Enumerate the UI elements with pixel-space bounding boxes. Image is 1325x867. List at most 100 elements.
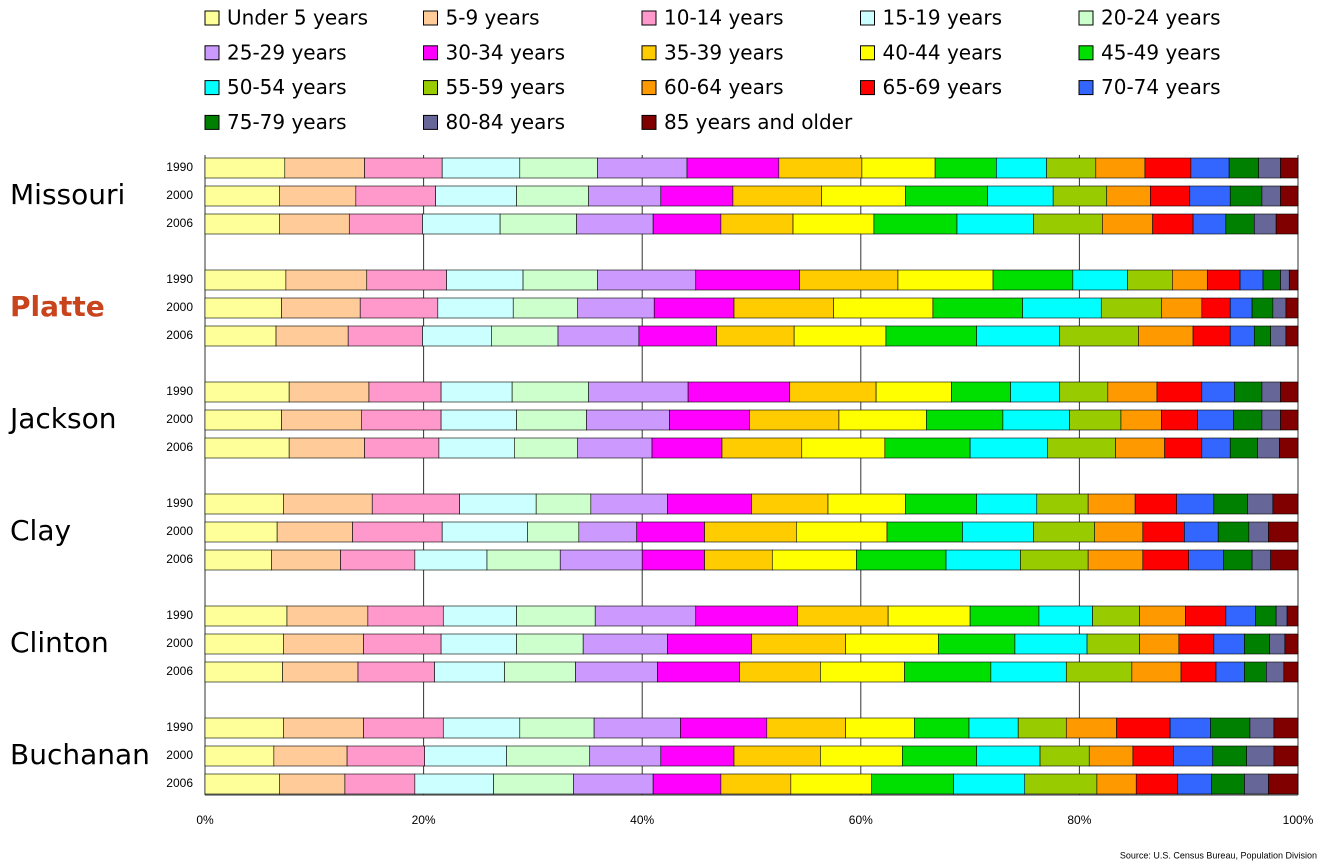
bar-segment bbox=[1272, 297, 1287, 319]
bar-segment bbox=[371, 493, 460, 515]
bar-segment bbox=[1280, 269, 1290, 291]
bar-segment bbox=[1253, 325, 1271, 347]
bar-segment bbox=[204, 773, 280, 795]
bar-segment bbox=[1135, 773, 1179, 795]
bar-segment bbox=[821, 185, 906, 207]
bar-segment bbox=[838, 409, 927, 431]
bar-segment bbox=[499, 213, 577, 235]
legend-swatch bbox=[204, 45, 220, 61]
legend-swatch bbox=[860, 80, 875, 96]
bar-segment bbox=[962, 521, 1034, 543]
bar-segment bbox=[1038, 605, 1093, 627]
bar-segment bbox=[721, 437, 803, 459]
bar-segment bbox=[352, 521, 443, 543]
bar-segment bbox=[932, 297, 1023, 319]
legend-swatch bbox=[641, 10, 657, 26]
legend-label: 85 years and older bbox=[664, 110, 853, 134]
bar-segment bbox=[1273, 745, 1299, 767]
bar-segment bbox=[1106, 185, 1151, 207]
bar-segment bbox=[820, 745, 903, 767]
bar-segment bbox=[801, 437, 886, 459]
legend-label: 10-14 years bbox=[664, 6, 784, 30]
bar-segment bbox=[720, 213, 794, 235]
bar-segment bbox=[871, 773, 955, 795]
bar-segment bbox=[720, 773, 792, 795]
bar-segment bbox=[1088, 745, 1134, 767]
y-tick-label: 2006 bbox=[166, 216, 193, 230]
bar-segment bbox=[357, 661, 435, 683]
bar-segment bbox=[771, 549, 857, 571]
y-tick-label: 2006 bbox=[166, 328, 193, 342]
bar-segment bbox=[732, 185, 822, 207]
bar-segment bbox=[987, 185, 1054, 207]
group-label: Buchanan bbox=[10, 738, 150, 771]
bar-segment bbox=[1229, 185, 1263, 207]
legend-label: 80-84 years bbox=[446, 110, 566, 134]
bar-segment bbox=[281, 409, 362, 431]
legend-label: 30-34 years bbox=[446, 40, 566, 64]
bar-segment bbox=[1142, 549, 1189, 571]
legend-swatch bbox=[860, 10, 875, 26]
bar-segment bbox=[204, 549, 272, 571]
bar-segment bbox=[1131, 661, 1182, 683]
bar-segment bbox=[1275, 213, 1299, 235]
y-tick-label: 1990 bbox=[166, 384, 193, 398]
bar-segment bbox=[1046, 157, 1097, 179]
bar-segment bbox=[282, 661, 359, 683]
bar-segment bbox=[1161, 409, 1198, 431]
bar-segment bbox=[1033, 213, 1103, 235]
bar-segment bbox=[1161, 297, 1203, 319]
bar-segment bbox=[275, 325, 349, 347]
bar-segment bbox=[686, 157, 780, 179]
bar-segment bbox=[204, 745, 275, 767]
bar-segment bbox=[796, 521, 888, 543]
bar-segment bbox=[204, 661, 283, 683]
bar-segment bbox=[1102, 213, 1153, 235]
bar-segment bbox=[1173, 745, 1214, 767]
bar-segment bbox=[1188, 549, 1224, 571]
bar-segment bbox=[1261, 185, 1281, 207]
bar-segment bbox=[283, 717, 364, 739]
bar-segment bbox=[667, 493, 752, 515]
bar-segment bbox=[535, 493, 592, 515]
bar-segment bbox=[441, 157, 521, 179]
y-tick-label: 1990 bbox=[166, 160, 193, 174]
bar-segment bbox=[1059, 325, 1139, 347]
bar-segment bbox=[1206, 269, 1241, 291]
legend-swatch bbox=[204, 114, 220, 130]
bar-segment bbox=[976, 745, 1041, 767]
source-note: Source: U.S. Census Bureau, Population D… bbox=[1120, 850, 1317, 860]
bar-segment bbox=[905, 493, 977, 515]
bar-segment bbox=[438, 437, 515, 459]
bar-segment bbox=[636, 521, 705, 543]
legend-label: 15-19 years bbox=[883, 6, 1003, 30]
bar-segment bbox=[1036, 493, 1089, 515]
bar-segment bbox=[1228, 157, 1259, 179]
bar-segment bbox=[886, 521, 963, 543]
bar-segment bbox=[1127, 269, 1173, 291]
x-tick-label: 100% bbox=[1283, 813, 1314, 827]
group-label: Platte bbox=[10, 290, 105, 323]
bar-segment bbox=[976, 493, 1038, 515]
bar-segment bbox=[875, 381, 952, 403]
bar-segment bbox=[204, 409, 282, 431]
bar-segment bbox=[1285, 297, 1299, 319]
bar-segment bbox=[1022, 297, 1102, 319]
bar-segment bbox=[1283, 661, 1299, 683]
bar-segment bbox=[1285, 325, 1299, 347]
bar-segment bbox=[440, 381, 513, 403]
bar-segment bbox=[363, 633, 442, 655]
bar-segment bbox=[588, 381, 689, 403]
y-tick-label: 2000 bbox=[166, 748, 193, 762]
bar-segment bbox=[1192, 325, 1231, 347]
bar-segment bbox=[1002, 409, 1070, 431]
bar-segment bbox=[285, 269, 368, 291]
bar-segment bbox=[557, 325, 640, 347]
bar-segment bbox=[1092, 605, 1140, 627]
bar-segment bbox=[976, 325, 1061, 347]
bar-segment bbox=[1266, 661, 1285, 683]
bar-segment bbox=[578, 521, 638, 543]
bar-segment bbox=[1244, 773, 1269, 795]
bar-segment bbox=[1211, 773, 1245, 795]
bar-segment bbox=[1201, 297, 1231, 319]
